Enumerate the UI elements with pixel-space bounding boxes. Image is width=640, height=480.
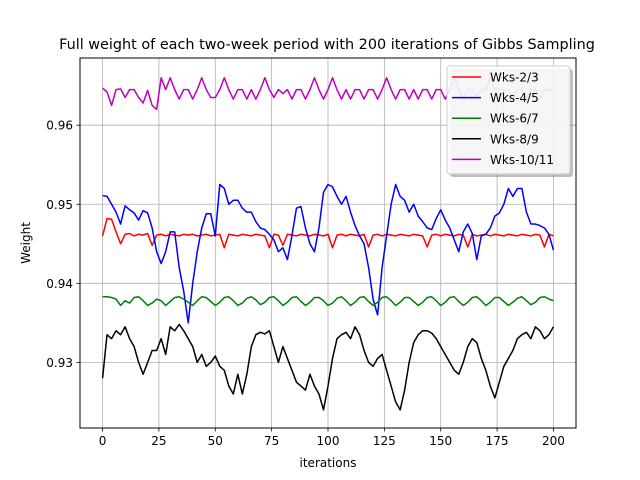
x-tick-label: 25 [151,434,166,448]
x-tick-label: 100 [317,434,340,448]
legend-label-1: Wks-2/3 [490,71,539,85]
y-tick-label: 0.96 [46,119,73,133]
y-axis-label: Weight [19,222,33,264]
y-tick-label: 0.95 [46,198,73,212]
y-tick-label: 0.94 [46,277,73,291]
x-tick-label: 125 [373,434,396,448]
legend: Wks-2/3 Wks-4/5 Wks-6/7 Wks-8/9 Wks-10/11 [446,65,573,177]
x-axis-ticks: 0 25 50 75 100 125 150 175 200 [99,428,565,448]
series-line-3 [102,296,554,307]
x-tick-label: 0 [99,434,107,448]
series-line-1 [101,217,554,249]
legend-label-4: Wks-8/9 [490,132,539,146]
x-tick-label: 200 [542,434,565,448]
chart-title: Full weight of each two-week period with… [59,37,595,53]
x-tick-label: 50 [208,434,223,448]
grid [80,58,576,428]
legend-label-2: Wks-4/5 [490,91,539,105]
x-tick-label: 175 [486,434,509,448]
series-line-2 [102,183,555,324]
legend-box [446,65,571,175]
series-line-4 [101,323,555,411]
x-tick-label: 75 [264,434,279,448]
legend-label-3: Wks-6/7 [490,112,539,126]
y-axis-ticks: 0.93 0.94 0.95 0.96 [46,119,80,370]
legend-label-5: Wks-10/11 [490,153,554,167]
x-axis-label: iterations [300,456,357,470]
y-tick-label: 0.93 [46,356,73,370]
x-tick-label: 150 [429,434,452,448]
